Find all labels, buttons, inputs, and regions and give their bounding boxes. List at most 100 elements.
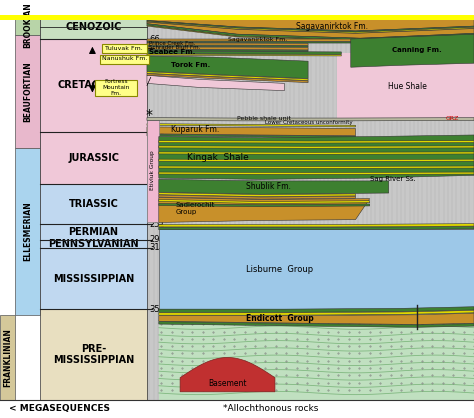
Text: MISSISSIPPIAN: MISSISSIPPIAN: [53, 273, 134, 283]
FancyBboxPatch shape: [159, 309, 474, 400]
Polygon shape: [147, 25, 474, 41]
Text: PRE-
MISSISSIPPIAN: PRE- MISSISSIPPIAN: [53, 344, 134, 365]
Text: 251: 251: [149, 220, 165, 229]
Polygon shape: [159, 146, 474, 148]
FancyBboxPatch shape: [0, 400, 474, 418]
Text: GRZ: GRZ: [446, 116, 459, 121]
FancyBboxPatch shape: [147, 15, 474, 400]
Polygon shape: [147, 49, 308, 51]
Text: Kuparuk Fm.: Kuparuk Fm.: [171, 125, 219, 134]
FancyBboxPatch shape: [95, 80, 137, 96]
Text: Etivluk Group: Etivluk Group: [150, 150, 155, 190]
Text: 66: 66: [149, 35, 160, 43]
Polygon shape: [159, 172, 474, 174]
Polygon shape: [159, 310, 474, 315]
FancyBboxPatch shape: [15, 148, 40, 315]
Text: Nanushuk Fm.: Nanushuk Fm.: [101, 56, 147, 61]
FancyBboxPatch shape: [40, 39, 147, 132]
Polygon shape: [147, 74, 308, 83]
Text: BEAUFORTIAN: BEAUFORTIAN: [23, 61, 32, 122]
Text: JURASSIC: JURASSIC: [68, 153, 119, 163]
Text: PENNSYLVANIAN: PENNSYLVANIAN: [48, 239, 139, 249]
Polygon shape: [147, 51, 341, 54]
Polygon shape: [147, 47, 308, 50]
Text: *: *: [146, 108, 153, 122]
Polygon shape: [351, 34, 474, 67]
Text: Schrader Bluff Fm.: Schrader Bluff Fm.: [149, 46, 201, 51]
FancyBboxPatch shape: [0, 15, 474, 20]
Text: Tuluvak Fm.: Tuluvak Fm.: [105, 46, 143, 51]
FancyBboxPatch shape: [40, 132, 147, 184]
Text: ELLESMERIAN: ELLESMERIAN: [23, 201, 32, 261]
Polygon shape: [159, 179, 389, 194]
Text: Torok Fm.: Torok Fm.: [171, 62, 210, 68]
Text: Basement: Basement: [208, 379, 247, 388]
Polygon shape: [147, 46, 308, 47]
Text: 359: 359: [149, 305, 165, 314]
FancyBboxPatch shape: [100, 55, 149, 64]
Text: CENOZOIC: CENOZOIC: [65, 22, 122, 32]
Polygon shape: [147, 21, 474, 33]
Polygon shape: [147, 43, 308, 46]
Polygon shape: [159, 152, 474, 154]
FancyBboxPatch shape: [147, 120, 159, 222]
Text: Sagavanirktok Fm.: Sagavanirktok Fm.: [296, 22, 368, 31]
Text: Fortress
Mountain
Fm.: Fortress Mountain Fm.: [102, 79, 130, 96]
Text: Sadlerochit
Group: Sadlerochit Group: [175, 202, 215, 215]
Text: *Allochthonous rocks: *Allochthonous rocks: [223, 405, 318, 413]
Polygon shape: [159, 159, 474, 162]
Text: 299: 299: [149, 235, 165, 244]
Text: Shublik Fm.: Shublik Fm.: [246, 182, 292, 191]
Text: Seabee Fm.: Seabee Fm.: [149, 49, 196, 55]
Polygon shape: [159, 204, 370, 207]
Polygon shape: [159, 135, 474, 179]
Polygon shape: [147, 39, 356, 41]
Text: Lower Cretaceous unconformity: Lower Cretaceous unconformity: [265, 120, 353, 125]
Polygon shape: [147, 24, 474, 40]
Polygon shape: [159, 197, 370, 222]
Polygon shape: [147, 41, 356, 43]
Polygon shape: [159, 166, 474, 168]
Text: 200: 200: [149, 180, 165, 189]
Polygon shape: [147, 75, 284, 91]
Polygon shape: [147, 117, 474, 121]
Text: Canning Fm.: Canning Fm.: [392, 47, 442, 54]
FancyBboxPatch shape: [40, 309, 147, 400]
Polygon shape: [159, 307, 474, 312]
Polygon shape: [159, 195, 356, 199]
Text: Lisburne  Group: Lisburne Group: [246, 265, 314, 274]
Text: 146: 146: [149, 127, 165, 136]
Polygon shape: [159, 227, 474, 230]
Polygon shape: [159, 313, 474, 324]
Text: Endicott  Group: Endicott Group: [246, 314, 314, 323]
Text: PERMIAN: PERMIAN: [69, 227, 118, 237]
FancyBboxPatch shape: [15, 15, 40, 35]
Polygon shape: [159, 140, 474, 143]
FancyBboxPatch shape: [337, 53, 474, 120]
Text: 318: 318: [149, 243, 165, 252]
Text: Kingak  Shale: Kingak Shale: [187, 153, 249, 163]
Text: FRANKLINIAN: FRANKLINIAN: [3, 328, 12, 387]
Polygon shape: [159, 321, 474, 327]
Text: Prince Creek Fm.: Prince Creek Fm.: [149, 41, 196, 46]
Polygon shape: [147, 134, 356, 138]
FancyBboxPatch shape: [0, 315, 15, 400]
Text: Pebble shale unit: Pebble shale unit: [237, 116, 291, 121]
Text: Sagavanirktok Fm.: Sagavanirktok Fm.: [228, 37, 287, 42]
FancyBboxPatch shape: [40, 184, 147, 224]
Polygon shape: [147, 127, 356, 136]
Polygon shape: [147, 54, 341, 56]
Polygon shape: [147, 71, 308, 81]
FancyBboxPatch shape: [40, 15, 147, 39]
FancyBboxPatch shape: [40, 224, 147, 240]
Text: Sag River Ss.: Sag River Ss.: [370, 176, 416, 182]
FancyBboxPatch shape: [15, 35, 40, 148]
FancyBboxPatch shape: [159, 229, 474, 309]
Text: BROOKIAN: BROOKIAN: [23, 2, 32, 48]
FancyBboxPatch shape: [40, 240, 147, 248]
FancyBboxPatch shape: [40, 248, 147, 309]
Polygon shape: [147, 124, 356, 127]
FancyBboxPatch shape: [102, 44, 147, 53]
Polygon shape: [147, 56, 308, 79]
Polygon shape: [180, 357, 275, 392]
